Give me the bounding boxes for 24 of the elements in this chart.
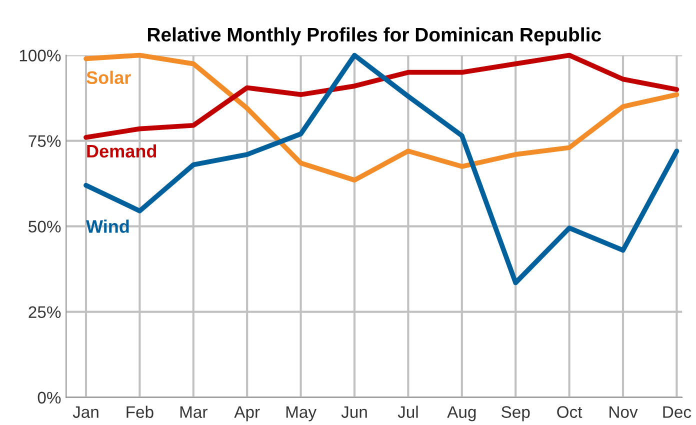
series-label: Solar [86,70,131,84]
x-tick-label: Jan [72,406,98,418]
y-tick-label: 0% [38,392,61,404]
line-series [84,52,680,140]
x-tick-label: Sep [502,406,530,422]
y-tick-label: 50% [28,220,61,233]
series-label: Demand [87,144,156,158]
y-tick-label: 75% [28,135,61,147]
x-tick-label: Dec [663,406,692,418]
series-label: Wind [86,220,129,233]
x-tick-label: Oct [557,406,582,418]
y-tick-label: 100% [20,50,61,62]
x-tick-label: Aug [447,406,476,422]
x-tick-label: Jun [341,406,367,418]
x-tick-label: Jul [398,406,418,418]
x-tick-label: Feb [126,406,154,418]
x-tick-label: Nov [610,406,638,418]
line-series [84,52,680,183]
x-tick-label: Mar [180,406,208,418]
chart-title: Relative Monthly Profiles for Dominican Republic [148,27,601,46]
x-tick-label: May [286,406,317,422]
line-series [84,52,680,286]
x-tick-label: Apr [234,406,260,422]
y-tick-label: 25% [28,306,61,318]
